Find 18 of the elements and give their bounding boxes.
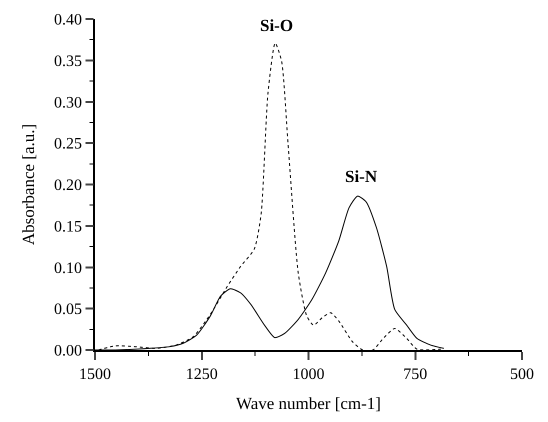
y-axis-title: Absorbance [a.u.] [19, 124, 38, 246]
x-tick-label: 1250 [186, 366, 218, 383]
annotation: Si-O [260, 16, 294, 35]
y-tick-label: 0.15 [54, 218, 82, 236]
x-tick-label: 1000 [292, 366, 324, 383]
x-axis-title: Wave number [cm-1] [236, 394, 381, 413]
y-tick-label: 0.05 [54, 301, 82, 318]
y-tick-label: 0.40 [54, 12, 82, 29]
annotation: Si-N [345, 167, 378, 186]
y-tick-label: 0.35 [54, 52, 82, 70]
x-tick-label: 500 [510, 366, 534, 383]
y-tick-label: 0.20 [54, 177, 82, 194]
y-tick-label: 0.25 [54, 136, 82, 153]
x-tick-label: 1500 [79, 366, 111, 383]
y-tick-label: 0.10 [54, 260, 82, 277]
y-tick-label: 0.30 [54, 94, 82, 112]
y-tick-label: 0.00 [54, 342, 82, 360]
x-tick-label: 750 [403, 366, 428, 383]
